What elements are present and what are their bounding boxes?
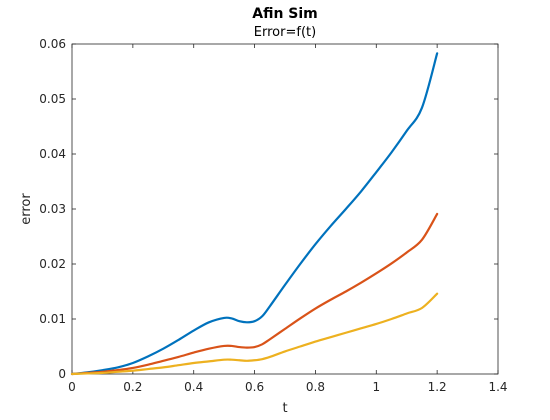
plot-frame <box>71 43 499 375</box>
y-tick-label: 0.03 <box>39 202 66 216</box>
y-axis-label: error <box>19 193 34 225</box>
x-tick-label: 1 <box>372 380 380 394</box>
chart-subtitle: Error=f(t) <box>254 25 316 40</box>
series-line-2 <box>70 212 439 376</box>
y-tick-label: 0.01 <box>39 312 66 326</box>
y-tick-label: 0.02 <box>39 257 66 271</box>
x-tick-label: 0.8 <box>306 380 325 394</box>
x-tick-label: 0.6 <box>245 380 264 394</box>
y-tick-label: 0.05 <box>39 92 66 106</box>
x-axis-label: t <box>282 401 287 416</box>
x-tick-label: 0.4 <box>184 380 203 394</box>
x-tick-label: 1.2 <box>428 380 447 394</box>
chart-title: Afin Sim <box>252 6 318 22</box>
y-tick-label: 0 <box>58 367 66 381</box>
plot-area: 0 0.2 0.4 0.6 0.8 1 1.2 1.4 0 0.01 0.02 0.03 0.04 0.0… <box>39 37 507 394</box>
y-tick-label: 0.06 <box>39 37 66 51</box>
x-tick-label: 0 <box>68 380 76 394</box>
y-tick-label: 0.04 <box>39 147 66 161</box>
x-tick-label: 0.2 <box>123 380 142 394</box>
series-line-1 <box>70 52 439 376</box>
series-line-3 <box>70 292 439 376</box>
x-tick-label: 1.4 <box>488 380 507 394</box>
